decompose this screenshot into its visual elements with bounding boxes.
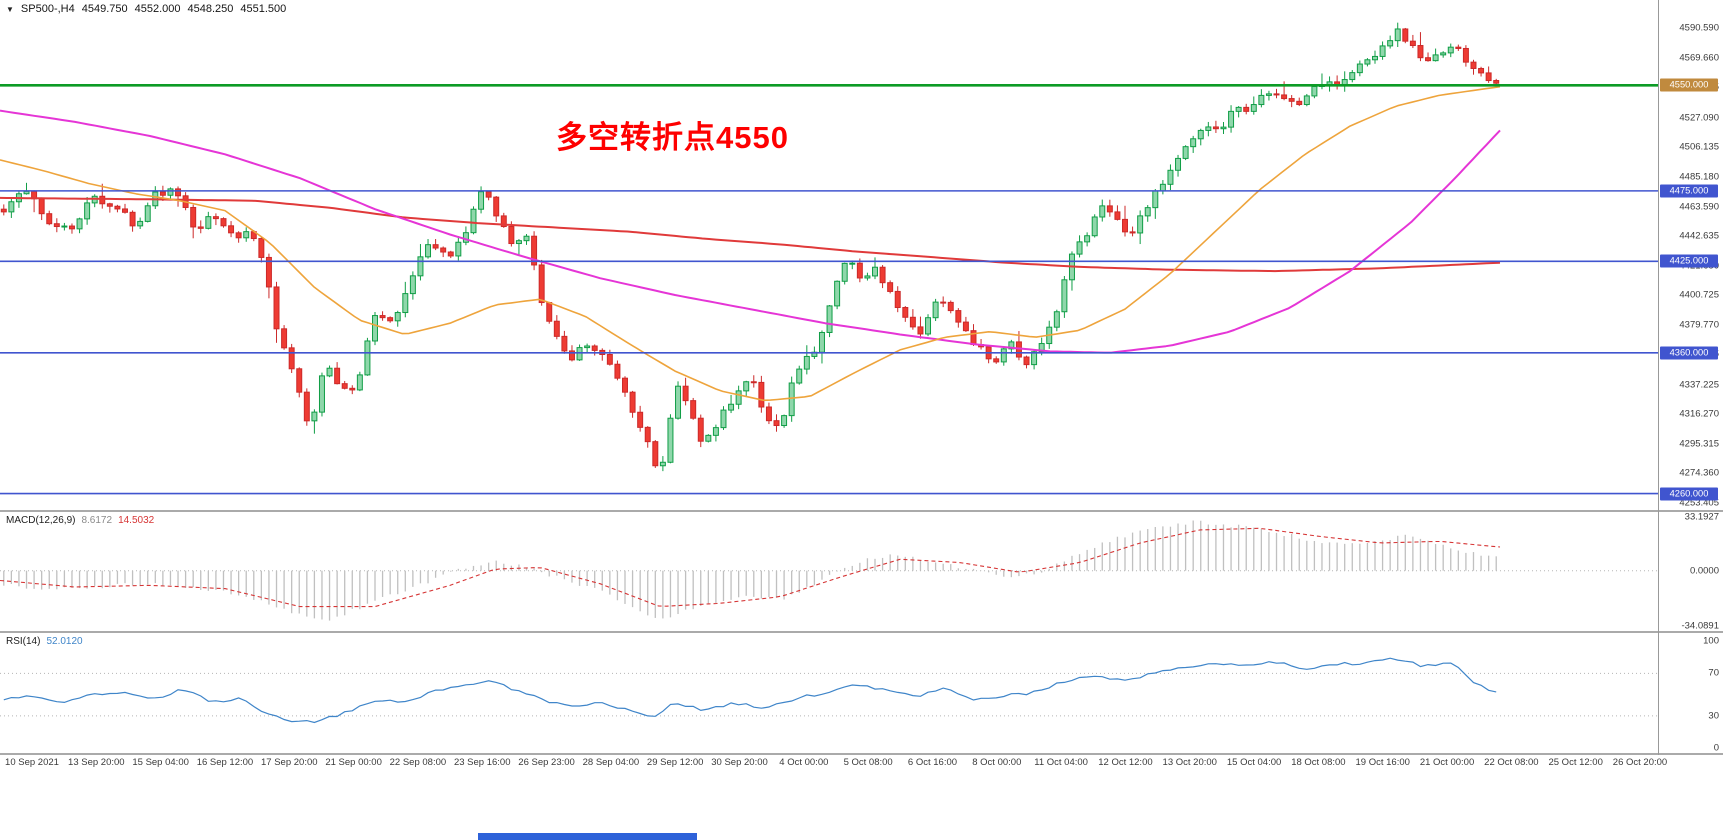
time-axis-label: 22 Sep 08:00	[389, 757, 447, 768]
rsi-name: RSI(14)	[6, 636, 41, 647]
price-scale-label: 4253.405	[1679, 497, 1719, 509]
macd-label: MACD(12,26,9) 8.6172 14.5032	[6, 515, 154, 526]
ohlc-close: 4551.500	[240, 3, 287, 15]
chart-header: ▼ SP500-,H4 4549.750 4552.000 4548.250 4…	[6, 3, 286, 15]
main-chart-canvas[interactable]	[0, 0, 1658, 510]
taskbar-fragment[interactable]	[478, 833, 697, 840]
time-axis-label: 10 Sep 2021	[5, 757, 59, 768]
time-axis-label: 19 Oct 16:00	[1355, 757, 1410, 768]
price-scale-label: 4316.270	[1679, 408, 1719, 420]
price-scale-label: 4506.135	[1679, 141, 1719, 153]
time-axis-label: 23 Sep 16:00	[453, 757, 511, 768]
rsi-scale-label: 100	[1703, 635, 1719, 647]
macd-scale-label: 0.0000	[1689, 565, 1719, 577]
time-axis-label: 17 Sep 20:00	[261, 757, 318, 768]
price-scale-label: 4400.725	[1679, 289, 1719, 301]
time-axis-label: 21 Sep 00:00	[325, 757, 382, 768]
price-tag-4360: 4360.000	[1660, 346, 1718, 360]
price-scale-label: 4379.770	[1679, 319, 1719, 331]
rsi-scale[interactable]: 100 70 30 0	[1659, 633, 1723, 753]
annotation-text[interactable]: 多空转折点4550	[556, 120, 789, 155]
ma-mid-magenta-line	[0, 109, 1501, 354]
price-tag-4475: 4475.000	[1660, 184, 1718, 198]
price-scale-label: 4442.635	[1679, 230, 1719, 242]
price-tag-4425: 4425.000	[1660, 254, 1718, 268]
time-axis-label: 4 Oct 00:00	[779, 757, 829, 768]
time-axis-label: 15 Sep 04:00	[132, 757, 189, 768]
candles-layer	[0, 22, 1500, 472]
price-scale-label: 4590.590	[1679, 22, 1719, 34]
time-axis-label: 6 Oct 16:00	[907, 757, 958, 768]
main-price-scale[interactable]: 4590.5904569.6604548.7054527.0904506.135…	[1659, 0, 1723, 510]
macd-scale-label: 33.1927	[1684, 511, 1719, 523]
rsi-label: RSI(14) 52.0120	[6, 636, 83, 647]
ohlc-open: 4549.750	[81, 3, 128, 15]
time-axis-label: 13 Sep 20:00	[68, 757, 125, 768]
macd-scale-label: -34.0891	[1681, 620, 1719, 632]
price-scale-label: 4295.315	[1679, 438, 1719, 450]
time-axis-label: 8 Oct 00:00	[972, 757, 1022, 768]
time-axis-label: 22 Oct 08:00	[1484, 757, 1539, 768]
panel-separator[interactable]	[0, 510, 1723, 512]
panel-separator[interactable]	[0, 753, 1723, 755]
ohlc-low: 4548.250	[187, 3, 234, 15]
time-axis-label: 26 Sep 23:00	[518, 757, 575, 768]
macd-signal-value: 14.5032	[118, 515, 155, 526]
time-axis-label: 26 Oct 20:00	[1612, 757, 1668, 768]
rsi-value: 52.0120	[46, 636, 83, 647]
time-axis-label: 12 Oct 12:00	[1098, 757, 1153, 768]
time-axis-label: 30 Sep 20:00	[711, 757, 768, 768]
time-axis[interactable]: 10 Sep 2021 13 Sep 20:00 15 Sep 04:00 16 Se…	[0, 755, 1667, 769]
time-axis-label: 18 Oct 08:00	[1291, 757, 1346, 768]
time-axis-label: 25 Oct 12:00	[1548, 757, 1603, 768]
macd-signal-line	[0, 527, 1501, 608]
price-scale-label: 4274.360	[1679, 467, 1719, 479]
time-axis-label: 15 Oct 04:00	[1226, 757, 1282, 768]
rsi-scale-label: 0	[1713, 742, 1719, 754]
price-tag-4550: 4550.000	[1660, 78, 1718, 92]
macd-name: MACD(12,26,9)	[6, 515, 76, 526]
panel-separator[interactable]	[0, 631, 1723, 633]
ma-slow-red-line	[0, 196, 1501, 273]
price-scale-label: 4337.225	[1679, 379, 1719, 391]
time-axis-label: 21 Oct 00:00	[1419, 757, 1475, 768]
time-axis-label: 29 Sep 12:00	[646, 757, 704, 768]
rsi-line	[3, 657, 1497, 724]
time-axis-label: 16 Sep 12:00	[196, 757, 254, 768]
price-tag-4260: 4260.000	[1660, 487, 1718, 501]
scale-divider	[1658, 0, 1659, 755]
symbol-period-label: SP500-,H4	[20, 3, 75, 15]
time-axis-label: 5 Oct 08:00	[843, 757, 893, 768]
time-axis-label: 11 Oct 04:00	[1034, 757, 1088, 768]
time-axis-label: 28 Sep 04:00	[582, 757, 640, 768]
rsi-scale-label: 70	[1708, 667, 1719, 679]
rsi-canvas[interactable]	[0, 633, 1658, 753]
time-axis-label: 13 Oct 20:00	[1162, 757, 1217, 768]
rsi-scale-label: 30	[1708, 710, 1719, 722]
price-scale-label: 4463.590	[1679, 201, 1719, 213]
macd-scale[interactable]: 33.1927 0.0000 -34.0891	[1659, 511, 1723, 632]
macd-canvas[interactable]	[0, 512, 1658, 631]
price-scale-label: 4527.090	[1679, 112, 1719, 124]
ohlc-high: 4552.000	[134, 3, 181, 15]
macd-main-value: 8.6172	[81, 515, 113, 526]
price-scale-label: 4485.180	[1679, 171, 1719, 183]
symbol-dropdown-icon[interactable]: ▼	[6, 4, 14, 14]
ma-fast-orange-line	[0, 85, 1501, 402]
price-scale-label: 4569.660	[1679, 52, 1719, 64]
